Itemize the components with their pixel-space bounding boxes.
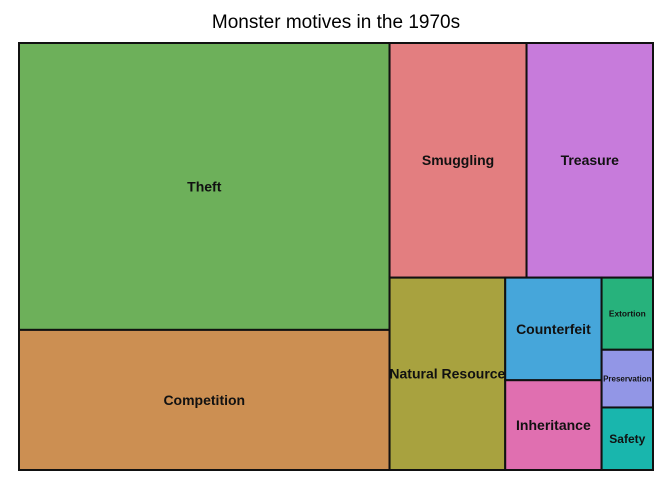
tile-label-counterfeit: Counterfeit: [516, 321, 591, 337]
tile-extortion: [600, 276, 654, 351]
tile-safety: [600, 406, 654, 472]
tile-label-safety: Safety: [609, 432, 645, 446]
chart-title: Monster motives in the 1970s: [211, 12, 461, 33]
tile-competition: [18, 328, 391, 471]
tile-label-theft: Theft: [187, 178, 222, 194]
tile-inheritance: [504, 379, 603, 472]
tile-counterfeit: [504, 276, 603, 382]
tile-natural-resource: [388, 276, 507, 471]
tile-label-treasure: Treasure: [561, 152, 620, 168]
tile-label-inheritance: Inheritance: [516, 417, 591, 433]
tile-label-smuggling: Smuggling: [422, 152, 494, 168]
tile-preservation: [600, 348, 654, 409]
tile-treasure: [525, 42, 655, 279]
tile-label-extortion: Extortion: [609, 309, 646, 319]
tile-label-natural-resource: Natural Resource: [389, 366, 505, 382]
tile-label-competition: Competition: [163, 392, 245, 408]
tile-label-preservation: Preservation: [603, 374, 652, 383]
